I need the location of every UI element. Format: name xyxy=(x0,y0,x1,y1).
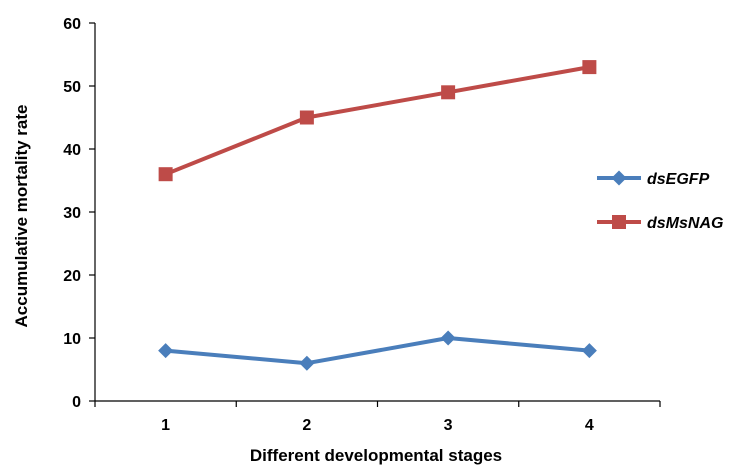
x-tick-label: 2 xyxy=(302,417,311,434)
data-point xyxy=(441,85,456,100)
y-tick-label: 50 xyxy=(63,79,81,96)
legend-marker xyxy=(611,170,627,186)
x-axis-title: Different developmental stages xyxy=(250,446,502,465)
x-tick-label: 4 xyxy=(585,417,594,434)
series-dsEGFP xyxy=(158,330,597,371)
data-point xyxy=(299,110,314,125)
legend: dsEGFP dsMsNAG xyxy=(597,170,723,232)
data-point xyxy=(582,60,597,75)
data-point xyxy=(158,167,173,182)
legend-label: dsMsNAG xyxy=(647,215,723,232)
series-dsMsNAG xyxy=(158,60,597,182)
y-tick-label: 0 xyxy=(72,394,81,411)
legend-item: dsMsNAG xyxy=(597,215,723,232)
y-axis-title: Accumulative mortality rate xyxy=(12,105,31,328)
legend-marker xyxy=(612,215,626,229)
legend-item: dsEGFP xyxy=(597,170,710,188)
series-layer xyxy=(158,60,597,371)
x-tick-label: 3 xyxy=(444,417,453,434)
axes: 0 10 20 30 40 50 60 1 2 3 4 xyxy=(63,16,661,434)
y-tick-label: 40 xyxy=(63,142,81,159)
y-tick-label: 10 xyxy=(63,331,81,348)
series-line xyxy=(163,336,592,366)
y-tick-label: 60 xyxy=(63,16,81,33)
data-point xyxy=(299,355,315,371)
x-tick-label: 1 xyxy=(161,417,170,434)
y-tick-label: 20 xyxy=(63,268,81,285)
legend-label: dsEGFP xyxy=(647,171,710,188)
data-point xyxy=(440,330,456,346)
series-line xyxy=(163,65,592,177)
y-tick-label: 30 xyxy=(63,205,81,222)
data-point xyxy=(581,343,597,359)
data-point xyxy=(158,343,174,359)
